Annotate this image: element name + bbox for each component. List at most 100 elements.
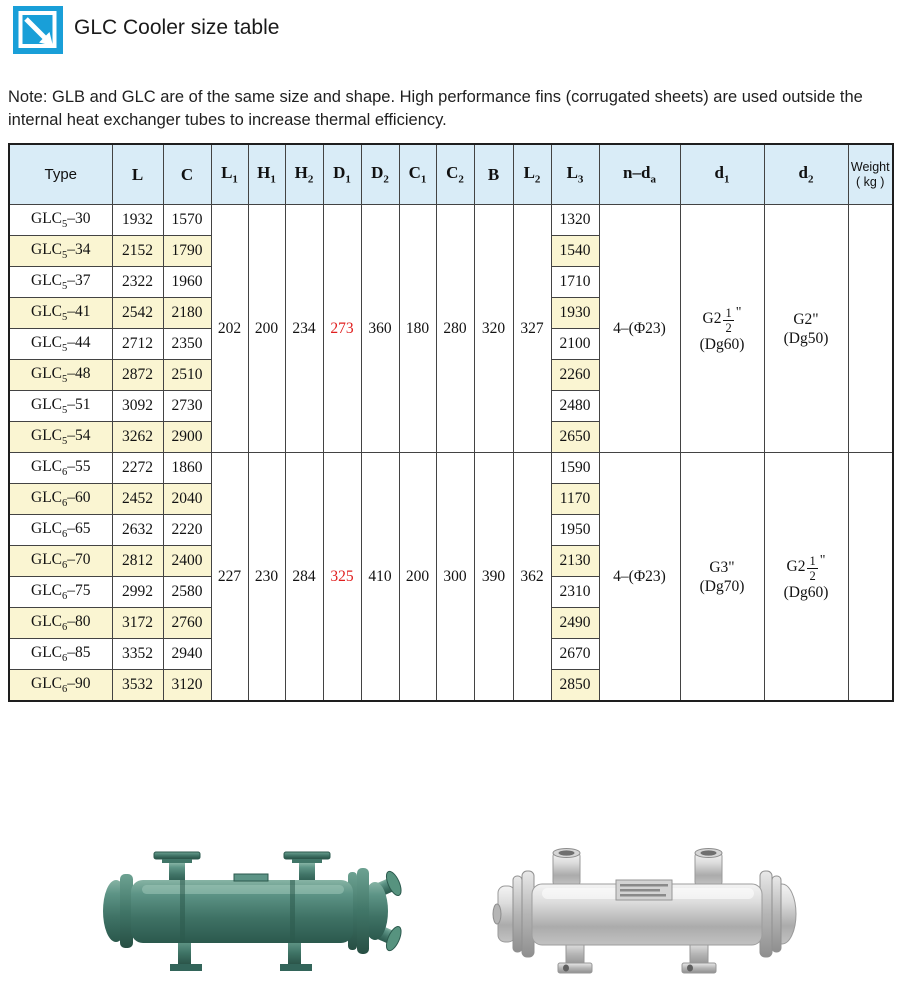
table-row: GLC6–65 2632 2220 1950 — [8, 514, 893, 546]
cell-d2-merged: G2 1 2 " (Dg60) — [763, 452, 849, 702]
cell-type: GLC6–75 — [8, 576, 113, 608]
table-row: GLC6–55 2272 1860 227 230 284 325 410 20… — [8, 452, 894, 702]
col-header-B: B — [473, 143, 514, 205]
cell-L3: 2670 — [550, 638, 600, 670]
cell-D1-merged: 325 — [322, 452, 362, 702]
stainless-cooler-photo — [486, 840, 808, 985]
cell-L: 2632 — [111, 514, 164, 546]
cell-L3: 1590 — [550, 452, 600, 484]
cell-C: 2220 — [162, 514, 212, 546]
col-header-L2: L2 — [512, 143, 552, 205]
green-cooler-photo — [92, 838, 410, 983]
cell-C2-merged: 300 — [435, 452, 475, 702]
cell-L: 2152 — [111, 235, 164, 267]
cell-D1-merged: 273 — [322, 204, 362, 453]
cell-B-merged: 390 — [473, 452, 514, 702]
table-row: GLC5–48 2872 2510 2260 — [8, 359, 893, 391]
cell-type: GLC5–48 — [8, 359, 113, 391]
cell-L1-merged: 202 — [210, 204, 249, 453]
cell-C1-merged: 180 — [398, 204, 437, 453]
cell-L: 2812 — [111, 545, 164, 577]
product-photos — [0, 838, 900, 988]
size-table-container: Type L C L1 H1 H2 D1 D2 C1 C2 B L2 L3 n–… — [8, 143, 894, 702]
cell-C: 2400 — [162, 545, 212, 577]
table-row: GLC5–41 2542 2180 1930 — [8, 297, 893, 329]
cell-type: GLC6–65 — [8, 514, 113, 546]
cell-D2-merged: 360 — [360, 204, 400, 453]
cell-type: GLC6–85 — [8, 638, 113, 670]
size-table: Type L C L1 H1 H2 D1 D2 C1 C2 B L2 L3 n–… — [8, 143, 894, 702]
cell-L: 3172 — [111, 607, 164, 639]
table-row: GLC5–37 2322 1960 1710 — [8, 266, 893, 298]
cell-D2-merged: 410 — [360, 452, 400, 702]
cell-L: 2272 — [111, 452, 164, 484]
cell-n-da-merged: 4–(Φ23) — [598, 204, 681, 453]
cell-H2-merged: 234 — [284, 204, 324, 453]
cell-L: 3262 — [111, 421, 164, 453]
col-header-C: C — [162, 143, 212, 205]
cell-L3: 2130 — [550, 545, 600, 577]
cell-C: 2940 — [162, 638, 212, 670]
cell-L3: 2310 — [550, 576, 600, 608]
table-row: GLC5–54 3262 2900 2650 — [8, 421, 893, 453]
cell-C: 2760 — [162, 607, 212, 639]
cell-type: GLC6–60 — [8, 483, 113, 515]
cell-d1-merged: G3" (Dg70) — [679, 452, 765, 702]
cell-L3: 2480 — [550, 390, 600, 422]
table-row: GLC6–80 3172 2760 2490 — [8, 607, 893, 639]
cell-C: 1790 — [162, 235, 212, 267]
cell-C: 1860 — [162, 452, 212, 484]
cell-L: 3092 — [111, 390, 164, 422]
cell-L3: 2650 — [550, 421, 600, 453]
col-header-C2: C2 — [435, 143, 475, 205]
cell-type: GLC5–30 — [8, 204, 113, 236]
table-row: GLC5–34 2152 1790 1540 — [8, 235, 893, 267]
cell-weight-merged — [847, 452, 894, 702]
cell-L3: 1710 — [550, 266, 600, 298]
cell-L: 2712 — [111, 328, 164, 360]
cell-type: GLC5–51 — [8, 390, 113, 422]
cell-type: GLC6–70 — [8, 545, 113, 577]
cell-L2-merged: 362 — [512, 452, 552, 702]
cell-d2-merged: G2" (Dg50) — [763, 204, 849, 453]
table-row: GLC6–85 3352 2940 2670 — [8, 638, 893, 670]
cell-L: 2452 — [111, 483, 164, 515]
table-row: GLC6–90 3532 3120 2850 — [8, 669, 893, 702]
col-header-L1: L1 — [210, 143, 249, 205]
cell-L3: 2100 — [550, 328, 600, 360]
col-header-type: Type — [8, 143, 113, 205]
col-header-C1: C1 — [398, 143, 437, 205]
cell-type: GLC6–55 — [8, 452, 113, 484]
page-title: GLC Cooler size table — [74, 16, 280, 39]
cell-type: GLC5–34 — [8, 235, 113, 267]
cell-C: 3120 — [162, 669, 212, 702]
cell-B-merged: 320 — [473, 204, 514, 453]
cell-L: 2992 — [111, 576, 164, 608]
cell-type: GLC5–44 — [8, 328, 113, 360]
cell-d1-merged: G2 1 2 " (Dg60) — [679, 204, 765, 453]
col-header-d1: d1 — [679, 143, 765, 205]
cell-n-da-merged: 4–(Φ23) — [598, 452, 681, 702]
table-row: GLC5–30 1932 1570 202 200 234 273 360 18… — [8, 204, 894, 453]
col-header-H1: H1 — [247, 143, 286, 205]
cell-H1-merged: 200 — [247, 204, 286, 453]
cell-type: GLC6–80 — [8, 607, 113, 639]
cell-L: 2872 — [111, 359, 164, 391]
note-text: Note: GLB and GLC are of the same size a… — [8, 88, 863, 129]
header-row: Type L C L1 H1 H2 D1 D2 C1 C2 B L2 L3 n–… — [8, 143, 894, 205]
cell-C: 1960 — [162, 266, 212, 298]
cell-L2-merged: 327 — [512, 204, 552, 453]
col-header-n-da: n–da — [598, 143, 681, 205]
cell-weight-merged — [847, 204, 894, 453]
cell-type: GLC6–90 — [8, 669, 113, 702]
cell-L3: 1170 — [550, 483, 600, 515]
cell-C: 1570 — [162, 204, 212, 236]
col-header-weight: Weight ( kg ) — [847, 143, 894, 205]
arrow-box-icon — [13, 6, 63, 59]
cell-C: 2730 — [162, 390, 212, 422]
col-header-D1: D1 — [322, 143, 362, 205]
cell-L3: 1540 — [550, 235, 600, 267]
table-row: GLC6–75 2992 2580 2310 — [8, 576, 893, 608]
cell-L3: 1320 — [550, 204, 600, 236]
col-header-H2: H2 — [284, 143, 324, 205]
